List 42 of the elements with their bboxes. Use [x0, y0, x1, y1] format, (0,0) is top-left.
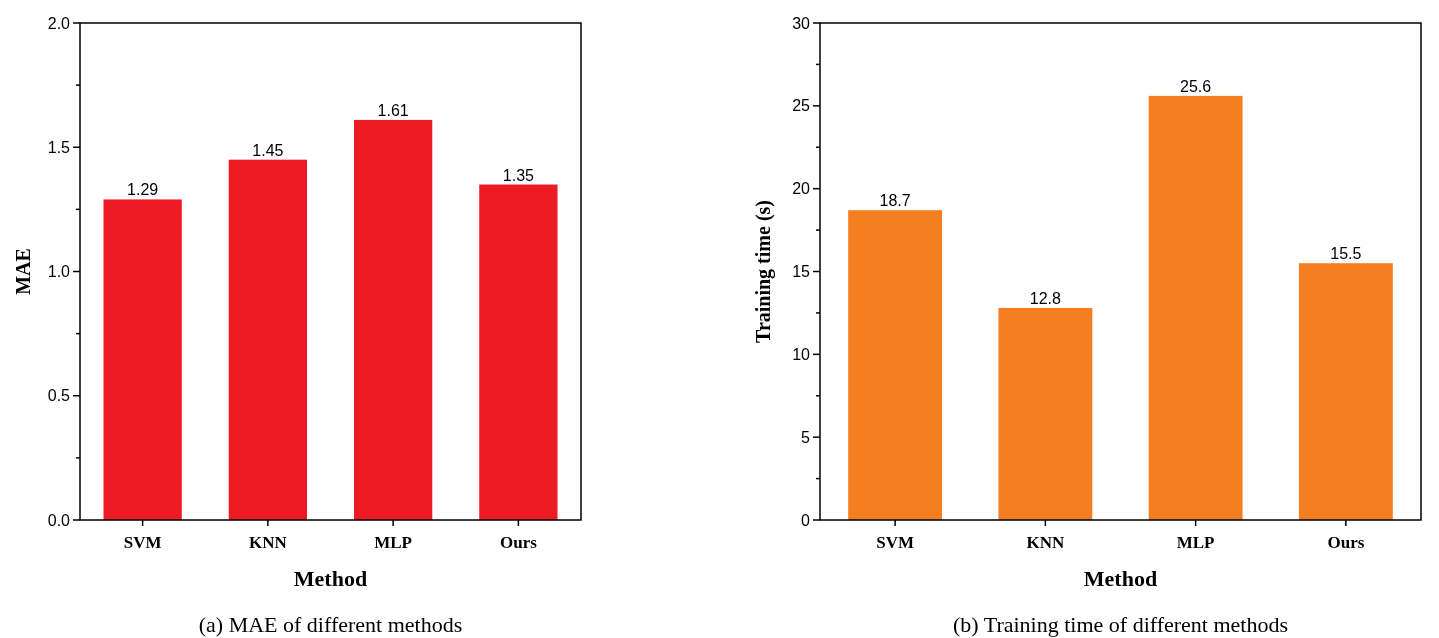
bar	[228, 159, 308, 520]
x-axis-title: Method	[293, 566, 368, 591]
data-label: 18.7	[879, 192, 911, 210]
y-tick-label: 30	[792, 14, 811, 32]
x-tick-label: Ours	[1327, 533, 1365, 552]
x-tick-label: SVM	[123, 533, 162, 552]
y-tick-label: 20	[792, 180, 811, 198]
bar	[1298, 263, 1393, 520]
y-axis-title: MAE	[12, 248, 34, 295]
x-tick-label: MLP	[374, 533, 413, 552]
text: (a) MAE of different methods	[198, 612, 463, 637]
x-tick-label: KNN	[1026, 533, 1065, 552]
x-tick-label: MLP	[1176, 533, 1215, 552]
bar	[353, 119, 433, 520]
x-tick-label: SVM	[876, 533, 915, 552]
y-tick-label: 1.5	[47, 138, 71, 156]
y-tick-label: 10	[792, 345, 811, 363]
bar	[848, 210, 943, 520]
text: (b) Training time of different methods	[952, 612, 1289, 637]
y-tick-label: 2.0	[47, 14, 71, 32]
data-label: 25.6	[1180, 77, 1212, 95]
data-label: 1.35	[502, 166, 535, 184]
bar	[479, 184, 558, 520]
data-label: 12.8	[1029, 289, 1062, 307]
data-label: 1.61	[377, 101, 409, 119]
y-tick-label: 0	[801, 511, 811, 529]
bar	[103, 199, 182, 520]
data-label: 1.29	[127, 181, 159, 199]
bar	[998, 307, 1093, 520]
x-axis-title: Method	[1083, 566, 1158, 591]
y-tick-label: 1.0	[47, 263, 71, 281]
y-tick-label: 0.0	[47, 511, 71, 529]
x-tick-label: KNN	[248, 533, 288, 552]
y-axis-title: Training time (s)	[752, 200, 775, 343]
bar	[1148, 95, 1243, 520]
x-tick-label: Ours	[499, 533, 538, 552]
data-label: 1.45	[252, 141, 284, 159]
y-tick-label: 25	[792, 97, 811, 115]
data-label: 15.5	[1330, 245, 1362, 263]
y-tick-label: 0.5	[47, 387, 71, 405]
y-tick-label: 5	[801, 428, 811, 446]
y-tick-label: 15	[792, 263, 811, 281]
